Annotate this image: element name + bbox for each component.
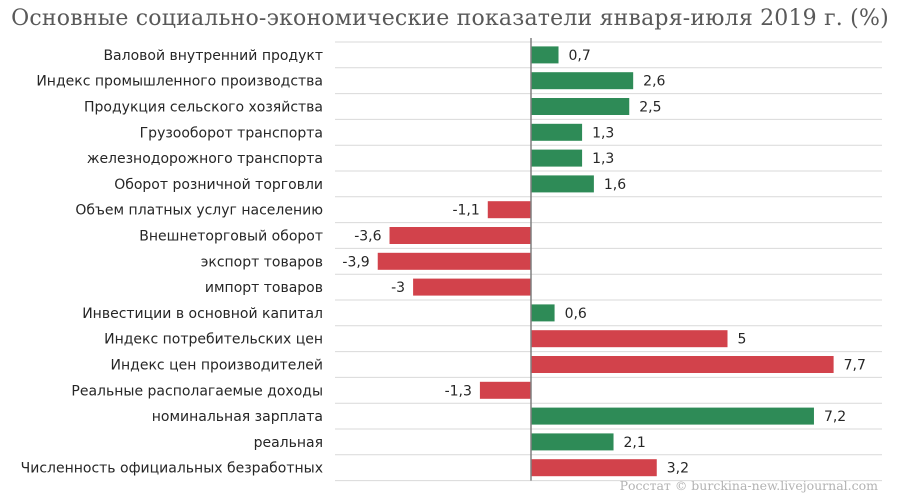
data-label: 5 [738, 332, 747, 348]
bar [531, 175, 594, 193]
bar [531, 407, 814, 425]
bar [531, 330, 728, 348]
bar [531, 98, 630, 115]
data-label: 2,1 [624, 435, 646, 451]
category-label: Грузооборот транспорта [140, 125, 323, 141]
data-label: 7,7 [844, 358, 866, 374]
data-label: 7,2 [824, 409, 846, 425]
bar [531, 459, 657, 477]
category-label: железнодорожного транспорта [87, 151, 323, 167]
bar [389, 227, 531, 244]
data-label: 0,6 [565, 306, 587, 322]
bar [531, 123, 583, 141]
category-label: Оборот розничной торговли [114, 177, 323, 193]
data-label: 2,5 [639, 100, 661, 116]
data-label: 0,7 [569, 48, 591, 64]
data-label: -3,6 [354, 229, 381, 245]
bar [479, 381, 531, 399]
category-label: Внешнеторговый оборот [139, 229, 323, 245]
bar [377, 252, 531, 270]
category-label: номинальная зарплата [152, 409, 323, 425]
bar [531, 304, 555, 322]
category-label: импорт товаров [205, 280, 323, 296]
category-label: Реальные располагаемые доходы [71, 383, 323, 399]
category-label: реальная [254, 435, 323, 451]
bar [531, 46, 559, 64]
data-label: -3,9 [342, 254, 369, 270]
category-label: Продукция сельского хозяйства [84, 100, 323, 116]
bar [531, 356, 834, 373]
data-label: 1,3 [592, 125, 614, 141]
data-label: 1,6 [604, 177, 626, 193]
data-label: 3,2 [667, 461, 689, 477]
data-label: -1,1 [452, 203, 479, 219]
category-label: Индекс промышленного производства [36, 74, 323, 90]
category-label: экспорт товаров [201, 254, 323, 270]
category-label: Индекс потребительских цен [104, 332, 323, 348]
bar [487, 201, 531, 219]
category-label: Индекс цен производителей [111, 358, 323, 374]
bar [413, 278, 531, 296]
data-label: -3 [391, 280, 405, 296]
bar [531, 433, 614, 451]
chart-title: Основные социально-экономические показат… [11, 6, 889, 31]
category-label: Валовой внутренний продукт [103, 48, 323, 64]
category-label: Объем платных услуг населению [75, 203, 323, 219]
data-label: 2,6 [643, 74, 665, 90]
bar [531, 149, 583, 167]
data-label: -1,3 [445, 383, 472, 399]
category-label: Численность официальных безработных [21, 461, 323, 477]
source-note: Росстат © burckina-new.livejournal.com [619, 478, 878, 493]
category-label: Инвестиции в основной капитал [82, 306, 323, 322]
data-label: 1,3 [592, 151, 614, 167]
bar [531, 72, 634, 90]
